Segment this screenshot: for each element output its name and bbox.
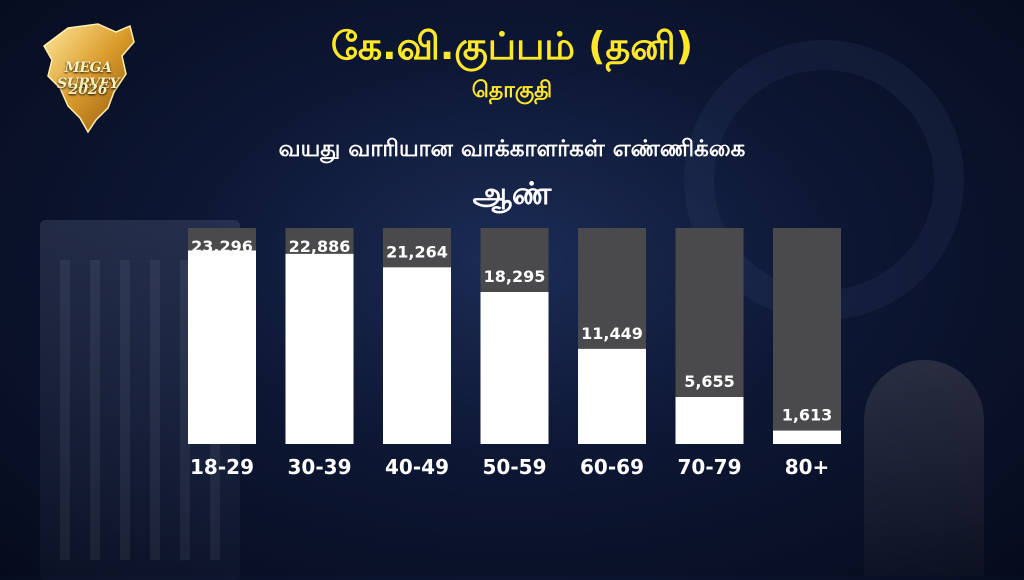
bar-50-59 (480, 292, 549, 444)
category-label: 40-49 (385, 455, 449, 479)
bar-80+ (773, 430, 841, 444)
bar-value-label: 5,655 (684, 372, 735, 391)
bar-value-label: 11,449 (581, 324, 643, 343)
bar-60-69 (578, 348, 646, 444)
page-title: கே.வி.குப்பம் (தனி) (330, 24, 694, 68)
tamilnadu-map-icon (43, 23, 135, 134)
bar-30-39 (285, 253, 354, 444)
category-label: 18-29 (190, 455, 254, 479)
chart-title: வயது வாரியான வாக்காளர்கள் எண்ணிக்கை (278, 136, 746, 162)
gender-label: ஆண் (472, 176, 552, 212)
page-subtitle: தொகுதி (471, 78, 553, 103)
category-label: 70-79 (678, 455, 742, 479)
background-hand-image (864, 360, 984, 576)
bar-18-29 (188, 250, 256, 444)
category-label: 60-69 (580, 455, 644, 479)
category-label: 50-59 (483, 455, 547, 479)
logo-text-mega-survey: MEGA SURVEY (57, 60, 119, 92)
mega-survey-logo: MEGA SURVEY 2026 (38, 22, 138, 134)
bar-70-79 (675, 397, 744, 444)
logo-text-year: 2026 (68, 82, 108, 98)
bar-track (773, 228, 841, 444)
bar-value-label: 23,296 (191, 237, 253, 256)
bar-value-label: 21,264 (386, 242, 448, 261)
category-label: 30-39 (288, 455, 352, 479)
bar-value-label: 22,886 (289, 237, 351, 256)
bar-value-label: 1,613 (782, 406, 833, 425)
category-label: 80+ (785, 455, 830, 479)
bar-value-label: 18,295 (484, 267, 546, 286)
bar-40-49 (383, 267, 451, 444)
